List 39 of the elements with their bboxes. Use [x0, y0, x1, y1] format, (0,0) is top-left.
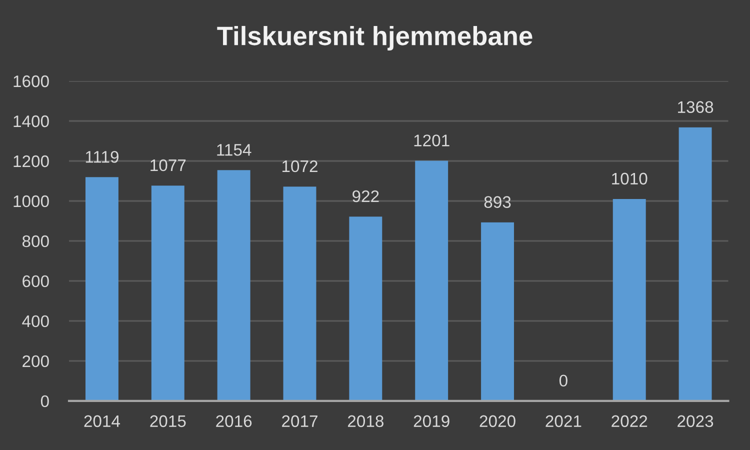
data-label: 1077 [150, 159, 186, 172]
x-tick-label: 2015 [150, 415, 186, 428]
bar [151, 186, 184, 401]
y-tick-label: 800 [22, 235, 49, 248]
data-label: 893 [484, 196, 511, 208]
x-tick-label: 2016 [216, 415, 252, 428]
x-tick-label: 2021 [546, 415, 582, 428]
bar [283, 186, 316, 401]
y-tick-label: 1200 [14, 155, 49, 168]
y-tick-label: 1400 [14, 115, 49, 128]
x-tick-label: 2020 [480, 415, 516, 428]
x-tick-label: 2017 [282, 415, 318, 428]
bar [349, 216, 382, 401]
bar [85, 177, 118, 401]
x-tick-label: 2022 [612, 415, 648, 428]
y-tick-label: 1000 [14, 195, 49, 208]
x-tick-label: 2018 [348, 415, 384, 428]
data-label: 922 [352, 190, 379, 202]
y-tick-label: 0 [40, 395, 49, 408]
data-label: 1201 [414, 134, 450, 146]
data-label: 1368 [678, 101, 714, 113]
x-tick-label: 2023 [678, 415, 714, 428]
y-tick-label: 200 [22, 355, 49, 368]
bar [678, 127, 712, 401]
data-label: 1072 [282, 160, 318, 172]
data-label: 1119 [86, 150, 118, 163]
bar [415, 160, 448, 401]
data-label: 1154 [217, 144, 252, 156]
y-tick-label: 1600 [14, 75, 49, 88]
y-tick-label: 600 [22, 275, 49, 288]
chart-title: Tilskuersnit hjemmebane [217, 26, 532, 51]
y-tick-label: 400 [22, 315, 49, 328]
bar [612, 198, 646, 401]
data-label: 0 [559, 374, 568, 387]
x-tick-label: 2014 [84, 415, 120, 428]
bar [217, 170, 250, 401]
data-label: 1010 [612, 172, 648, 185]
bar [481, 222, 514, 401]
x-tick-label: 2019 [414, 415, 450, 428]
